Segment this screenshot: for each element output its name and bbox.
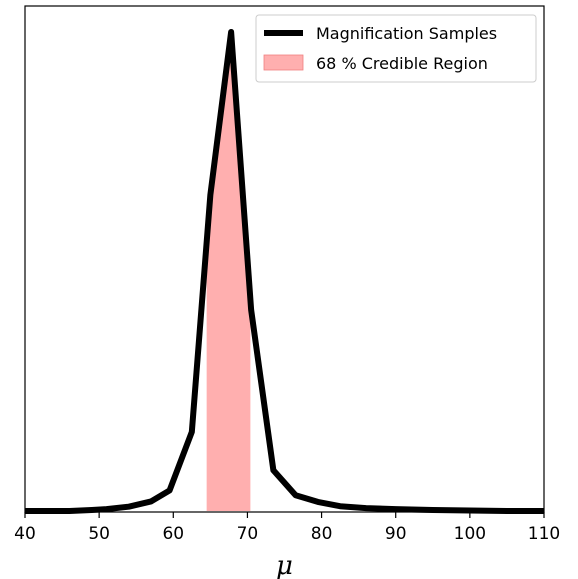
credible-region-band: [206, 32, 251, 511]
x-tick-label: 50: [88, 524, 110, 544]
x-tick-label: 110: [528, 524, 560, 544]
x-tick-label: 40: [14, 524, 36, 544]
legend-swatch-band: [263, 54, 304, 71]
legend-box: [255, 14, 537, 83]
x-tick-label: 90: [385, 524, 407, 544]
plot-area: [25, 29, 544, 514]
legend-label-credible: 68 % Credible Region: [316, 54, 488, 73]
x-tick-label: 60: [162, 524, 184, 544]
legend: Magnification Samples 68 % Credible Regio…: [255, 14, 537, 83]
x-tick-label: 80: [311, 524, 333, 544]
magnification-samples-line: [25, 29, 544, 514]
x-tick-label: 70: [237, 524, 259, 544]
axes: 40 50 60 70 80 90 100 110 μ: [14, 5, 560, 579]
x-tick-label: 100: [454, 524, 486, 544]
x-axis-label: μ: [276, 551, 293, 579]
axes-frame: [24, 5, 545, 513]
legend-label-samples: Magnification Samples: [316, 24, 497, 43]
